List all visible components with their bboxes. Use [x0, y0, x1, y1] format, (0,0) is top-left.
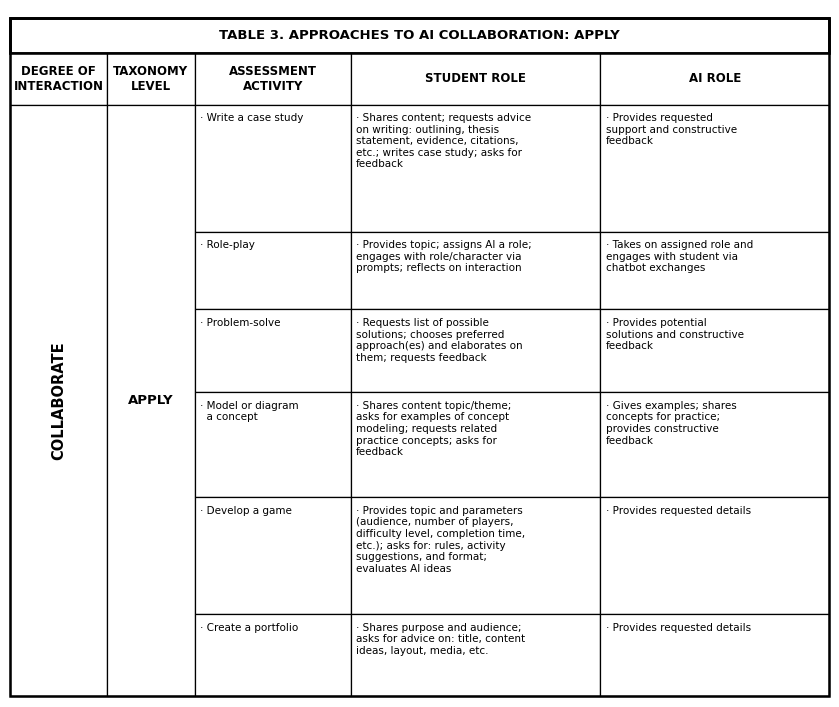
Bar: [195, 105, 351, 232]
Text: · Shares content; requests advice
on writing: outlining, thesis
statement, evide: · Shares content; requests advice on wri…: [356, 113, 531, 170]
Bar: [601, 105, 829, 232]
Bar: [351, 614, 601, 696]
Text: · Provides topic; assigns AI a role;
engages with role/character via
prompts; re: · Provides topic; assigns AI a role; eng…: [356, 240, 531, 274]
Text: ASSESSMENT
ACTIVITY: ASSESSMENT ACTIVITY: [229, 65, 317, 93]
Text: DEGREE OF
INTERACTION: DEGREE OF INTERACTION: [13, 65, 103, 93]
Bar: [107, 105, 195, 696]
Bar: [351, 53, 601, 105]
Bar: [10, 18, 829, 53]
Text: TABLE 3. APPROACHES TO AI COLLABORATION: APPLY: TABLE 3. APPROACHES TO AI COLLABORATION:…: [219, 29, 620, 42]
Text: · Develop a game: · Develop a game: [201, 506, 292, 516]
Bar: [195, 232, 351, 310]
Bar: [195, 310, 351, 392]
Bar: [351, 310, 601, 392]
Bar: [351, 105, 601, 232]
Text: · Shares content topic/theme;
asks for examples of concept
modeling; requests re: · Shares content topic/theme; asks for e…: [356, 401, 511, 457]
Bar: [107, 53, 195, 105]
Text: · Provides requested details: · Provides requested details: [606, 506, 751, 516]
Text: · Provides requested
support and constructive
feedback: · Provides requested support and constru…: [606, 113, 737, 146]
Text: · Provides potential
solutions and constructive
feedback: · Provides potential solutions and const…: [606, 318, 743, 351]
Text: · Problem-solve: · Problem-solve: [201, 318, 281, 328]
Bar: [351, 232, 601, 310]
Bar: [601, 232, 829, 310]
Bar: [601, 498, 829, 614]
Bar: [10, 105, 107, 696]
Text: · Gives examples; shares
concepts for practice;
provides constructive
feedback: · Gives examples; shares concepts for pr…: [606, 401, 737, 445]
Bar: [10, 18, 829, 53]
Text: · Role-play: · Role-play: [201, 240, 255, 250]
Bar: [601, 53, 829, 105]
Text: · Model or diagram
  a concept: · Model or diagram a concept: [201, 401, 299, 422]
Bar: [351, 392, 601, 498]
Bar: [195, 614, 351, 696]
Text: · Create a portfolio: · Create a portfolio: [201, 623, 299, 633]
Text: STUDENT ROLE: STUDENT ROLE: [425, 72, 526, 86]
Bar: [351, 498, 601, 614]
Bar: [195, 498, 351, 614]
Text: · Provides requested details: · Provides requested details: [606, 623, 751, 633]
Bar: [601, 392, 829, 498]
Bar: [195, 392, 351, 498]
Text: APPLY: APPLY: [128, 394, 174, 407]
Bar: [601, 310, 829, 392]
Text: COLLABORATE: COLLABORATE: [51, 341, 66, 460]
Text: TAXONOMY
LEVEL: TAXONOMY LEVEL: [113, 65, 189, 93]
Text: AI ROLE: AI ROLE: [689, 72, 741, 86]
Text: · Requests list of possible
solutions; chooses preferred
approach(es) and elabor: · Requests list of possible solutions; c…: [356, 318, 523, 363]
Bar: [10, 53, 107, 105]
Text: · Provides topic and parameters
(audience, number of players,
difficulty level, : · Provides topic and parameters (audienc…: [356, 506, 525, 574]
Text: · Takes on assigned role and
engages with student via
chatbot exchanges: · Takes on assigned role and engages wit…: [606, 240, 753, 274]
Text: · Write a case study: · Write a case study: [201, 113, 304, 123]
Text: · Shares purpose and audience;
asks for advice on: title, content
ideas, layout,: · Shares purpose and audience; asks for …: [356, 623, 525, 656]
Bar: [601, 614, 829, 696]
Bar: [195, 53, 351, 105]
